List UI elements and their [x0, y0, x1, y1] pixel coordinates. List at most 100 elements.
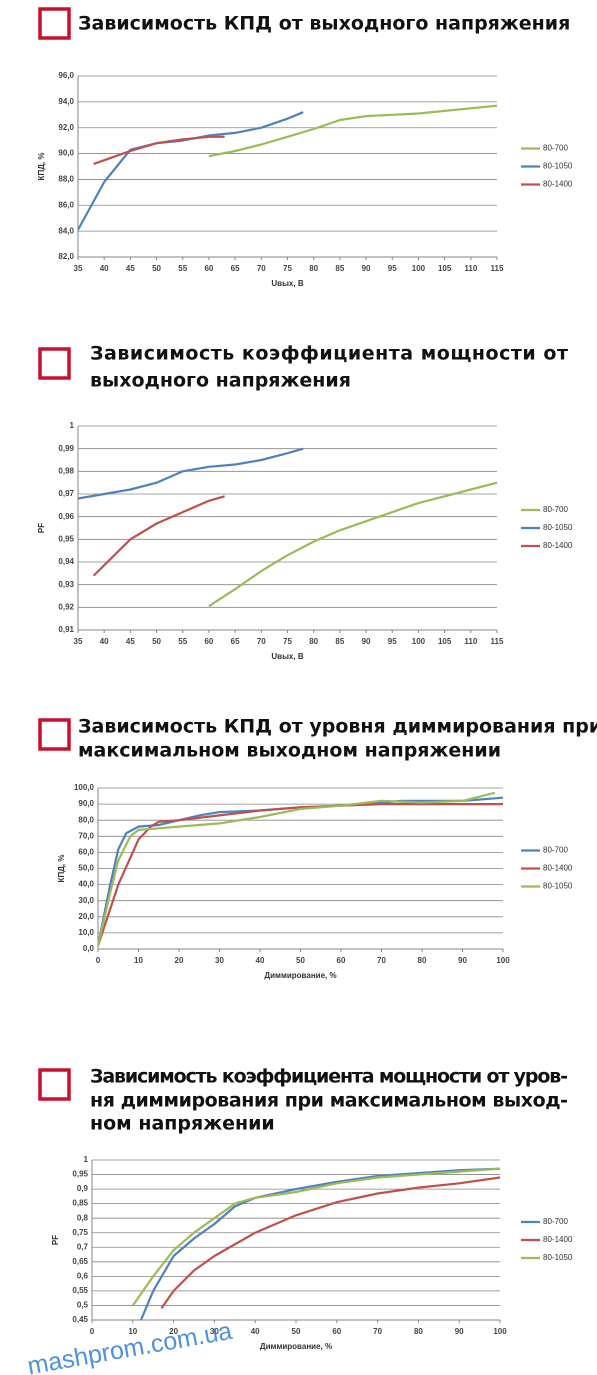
y-tick-label: 0,6 [77, 1271, 89, 1280]
x-tick-label: 75 [283, 637, 292, 646]
x-tick-label: 20 [169, 1327, 178, 1336]
y-tick-label: 1 [84, 1155, 89, 1164]
x-tick-label: 50 [296, 956, 305, 965]
y-tick-label: 84,0 [58, 226, 74, 235]
y-tick-label: 100,0 [74, 783, 95, 792]
y-tick-label: 0,91 [58, 625, 74, 634]
x-tick-label: 90 [458, 956, 467, 965]
x-tick-label: 10 [134, 956, 143, 965]
x-tick-label: 110 [464, 637, 477, 646]
x-tick-label: 55 [178, 637, 187, 646]
heading-icon [38, 347, 71, 380]
y-tick-label: 50,0 [78, 864, 94, 873]
y-tick-label: 92,0 [58, 123, 74, 132]
x-tick-label: 75 [283, 264, 292, 273]
legend-label: 80-700 [543, 505, 568, 514]
legend-label: 80-1050 [543, 162, 573, 171]
series-line [208, 104, 498, 158]
y-tick-label: 0,85 [72, 1199, 88, 1208]
y-tick-label: 86,0 [58, 200, 74, 209]
y-tick-label: 0,9 [77, 1184, 89, 1193]
chart-title: Зависимость коэффициента мощности от [90, 343, 568, 365]
heading-icons [38, 7, 71, 1101]
y-tick-label: 20,0 [78, 912, 94, 921]
x-tick-label: 60 [337, 956, 346, 965]
y-tick-label: 0,93 [58, 580, 74, 589]
x-tick-label: 20 [175, 956, 184, 965]
x-tick-label: 45 [126, 264, 135, 273]
x-tick-label: 45 [126, 637, 135, 646]
y-axis-label: КПД, % [57, 855, 66, 883]
y-tick-label: 0,7 [77, 1242, 89, 1251]
legend-label: 80-1050 [543, 882, 573, 891]
x-tick-label: 0 [90, 1327, 95, 1336]
x-tick-label: 55 [178, 264, 187, 273]
legend-label: 80-700 [543, 1217, 568, 1226]
y-tick-label: 80,0 [78, 815, 94, 824]
legend-label: 80-1400 [543, 180, 573, 189]
x-tick-label: 60 [204, 637, 213, 646]
series-line [160, 1176, 501, 1310]
chart-title: максимальном выходном напряжении [78, 740, 501, 762]
x-tick-label: 85 [335, 637, 344, 646]
series-line [78, 447, 304, 500]
x-tick-label: 90 [455, 1327, 464, 1336]
y-tick-label: 90,0 [78, 799, 94, 808]
x-tick-label: 80 [414, 1327, 423, 1336]
y-axis-label: PF [37, 523, 46, 533]
y-tick-label: 90,0 [58, 149, 74, 158]
x-tick-label: 50 [152, 264, 161, 273]
x-tick-label: 0 [96, 956, 101, 965]
legend-label: 80-1400 [543, 541, 573, 550]
x-tick-label: 70 [373, 1327, 382, 1336]
x-tick-label: 105 [438, 264, 452, 273]
y-tick-label: 0,97 [58, 489, 74, 498]
y-tick-label: 0,5 [77, 1301, 89, 1310]
x-tick-label: 105 [438, 637, 452, 646]
legend-label: 80-1400 [543, 1235, 573, 1244]
x-tick-label: 40 [251, 1327, 260, 1336]
y-tick-label: 1 [70, 421, 75, 430]
series-line [131, 1167, 501, 1307]
y-tick-label: 30,0 [78, 896, 94, 905]
x-tick-label: 70 [257, 637, 266, 646]
x-tick-label: 80 [418, 956, 427, 965]
x-tick-label: 95 [388, 264, 397, 273]
x-tick-label: 85 [335, 264, 344, 273]
y-axis-label: КПД, % [37, 153, 46, 181]
series-line [98, 803, 503, 947]
y-tick-label: 96,0 [58, 71, 74, 80]
x-tick-label: 50 [152, 637, 161, 646]
y-tick-label: 0,96 [58, 512, 74, 521]
x-tick-label: 60 [332, 1327, 341, 1336]
chart-title: Зависимость КПД от выходного напряжения [78, 13, 570, 35]
x-tick-label: 80 [309, 637, 318, 646]
series-line [92, 495, 225, 577]
legend-label: 80-700 [543, 846, 568, 855]
x-tick-label: 40 [100, 637, 109, 646]
x-tick-label: 65 [231, 637, 240, 646]
y-tick-label: 40,0 [78, 880, 94, 889]
chart-title: выходного напряжения [90, 370, 351, 392]
y-tick-label: 60,0 [78, 848, 94, 857]
y-tick-label: 0,75 [72, 1228, 88, 1237]
x-tick-label: 35 [74, 637, 83, 646]
x-tick-label: 30 [210, 1327, 219, 1336]
chart-title: ня диммирования при максимальном выход- [90, 1090, 568, 1112]
y-tick-label: 0,55 [72, 1286, 88, 1295]
heading-icon [38, 718, 71, 751]
y-tick-label: 0,65 [72, 1257, 88, 1266]
y-tick-label: 0,99 [58, 444, 74, 453]
legend-label: 80-1050 [543, 523, 573, 532]
heading-icon [38, 1068, 71, 1101]
y-tick-label: 0,45 [72, 1315, 88, 1324]
legend-label: 80-700 [543, 144, 568, 153]
x-axis-label: Диммирование, % [264, 971, 336, 980]
x-tick-label: 80 [309, 264, 318, 273]
y-tick-label: 82,0 [58, 252, 74, 261]
y-tick-label: 70,0 [78, 831, 94, 840]
series-line [93, 135, 225, 165]
x-tick-label: 35 [74, 264, 83, 273]
x-tick-label: 70 [257, 264, 266, 273]
